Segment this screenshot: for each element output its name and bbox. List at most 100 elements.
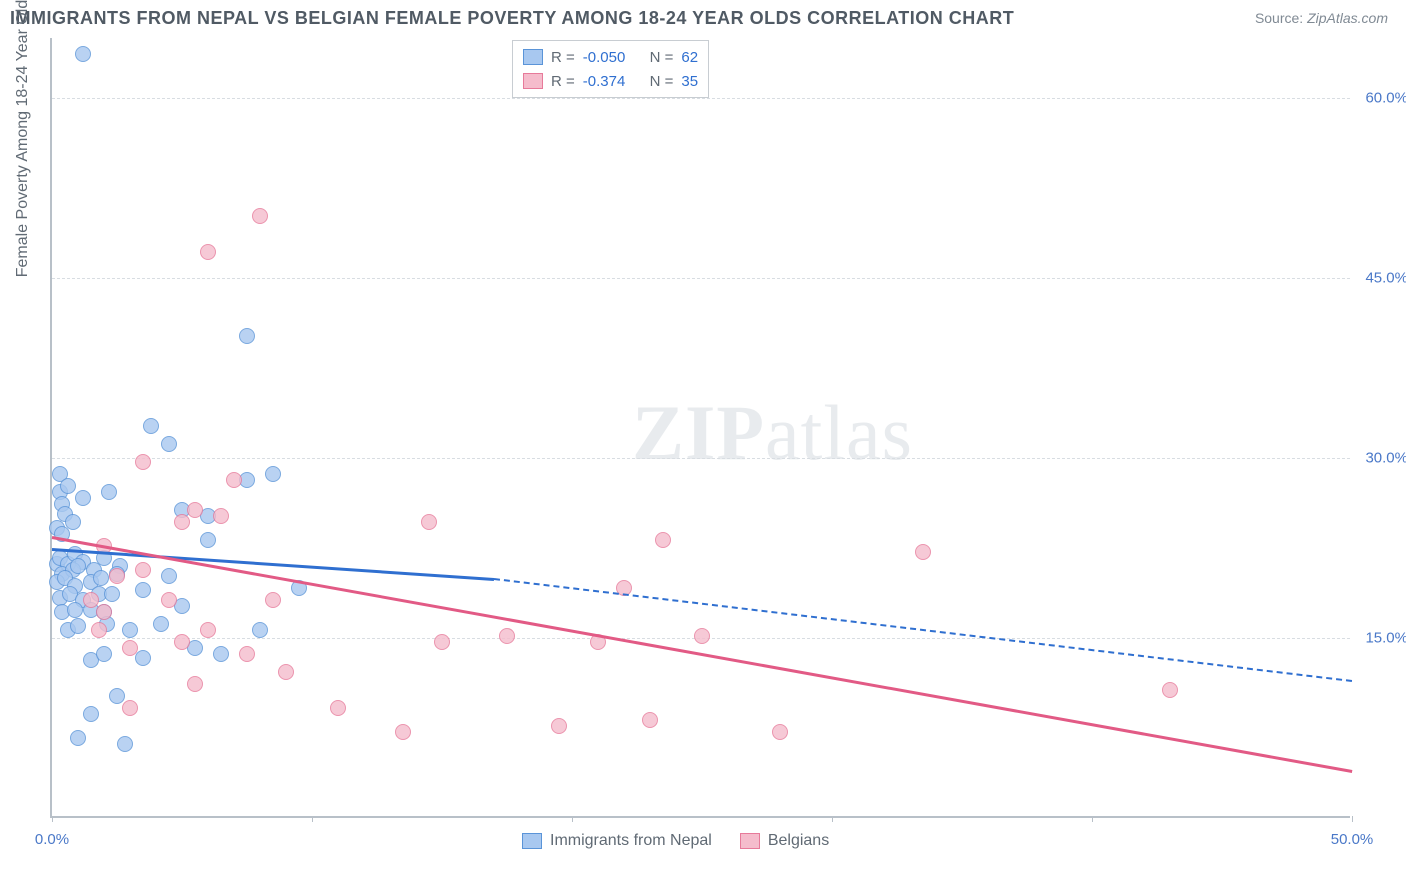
- legend-n-value-1: 35: [681, 73, 698, 90]
- legend-item-1: Belgians: [740, 832, 829, 850]
- data-point: [239, 328, 255, 344]
- data-point: [330, 700, 346, 716]
- data-point: [655, 532, 671, 548]
- legend-bottom-swatch-1: [740, 833, 760, 849]
- data-point: [60, 478, 76, 494]
- x-tick: [52, 816, 53, 822]
- data-point: [70, 618, 86, 634]
- data-point: [642, 712, 658, 728]
- data-point: [101, 484, 117, 500]
- legend-correlation-box: R = -0.050 N = 62 R = -0.374 N = 35: [512, 40, 709, 98]
- data-point: [135, 454, 151, 470]
- legend-swatch-0: [523, 49, 543, 65]
- data-point: [70, 730, 86, 746]
- data-point: [200, 532, 216, 548]
- x-tick: [312, 816, 313, 822]
- data-point: [1162, 682, 1178, 698]
- data-point: [226, 472, 242, 488]
- source-label: Source:: [1255, 10, 1303, 26]
- y-tick-label: 45.0%: [1365, 270, 1406, 287]
- data-point: [213, 508, 229, 524]
- legend-r-label-0: R =: [551, 49, 575, 66]
- data-point: [239, 646, 255, 662]
- data-point: [915, 544, 931, 560]
- data-point: [772, 724, 788, 740]
- data-point: [96, 604, 112, 620]
- legend-n-label-1: N =: [650, 73, 674, 90]
- data-point: [65, 514, 81, 530]
- x-tick: [1092, 816, 1093, 822]
- data-point: [96, 646, 112, 662]
- data-point: [161, 568, 177, 584]
- gridline-h: [52, 278, 1350, 279]
- data-point: [67, 602, 83, 618]
- gridline-h: [52, 98, 1350, 99]
- trendline-dashed: [494, 578, 1352, 682]
- legend-r-value-1: -0.374: [583, 73, 626, 90]
- y-axis-title: Female Poverty Among 18-24 Year Olds: [14, 0, 32, 277]
- data-point: [75, 46, 91, 62]
- x-tick-label: 50.0%: [1331, 831, 1374, 848]
- data-point: [213, 646, 229, 662]
- data-point: [143, 418, 159, 434]
- legend-bottom-label-0: Immigrants from Nepal: [550, 832, 712, 850]
- watermark-text: ZIPatlas: [632, 388, 913, 478]
- legend-row-series-0: R = -0.050 N = 62: [523, 45, 698, 69]
- data-point: [122, 700, 138, 716]
- watermark-bold: ZIP: [632, 389, 765, 476]
- source-value: ZipAtlas.com: [1307, 10, 1388, 26]
- data-point: [434, 634, 450, 650]
- data-point: [70, 558, 86, 574]
- legend-bottom-label-1: Belgians: [768, 832, 829, 850]
- watermark-rest: atlas: [765, 389, 913, 476]
- data-point: [135, 582, 151, 598]
- data-point: [174, 634, 190, 650]
- data-point: [83, 592, 99, 608]
- data-point: [421, 514, 437, 530]
- legend-r-value-0: -0.050: [583, 49, 626, 66]
- legend-row-series-1: R = -0.374 N = 35: [523, 69, 698, 93]
- scatter-plot-area: ZIPatlas R = -0.050 N = 62 R = -0.374 N …: [50, 38, 1350, 818]
- data-point: [109, 568, 125, 584]
- data-point: [122, 640, 138, 656]
- data-point: [135, 562, 151, 578]
- legend-n-label-0: N =: [650, 49, 674, 66]
- data-point: [122, 622, 138, 638]
- data-point: [161, 436, 177, 452]
- x-tick: [1352, 816, 1353, 822]
- legend-series-names: Immigrants from Nepal Belgians: [522, 832, 829, 850]
- legend-r-label-1: R =: [551, 73, 575, 90]
- data-point: [91, 622, 107, 638]
- data-point: [109, 688, 125, 704]
- data-point: [551, 718, 567, 734]
- x-tick: [572, 816, 573, 822]
- data-point: [200, 244, 216, 260]
- data-point: [161, 592, 177, 608]
- data-point: [499, 628, 515, 644]
- chart-title: IMMIGRANTS FROM NEPAL VS BELGIAN FEMALE …: [10, 8, 1014, 29]
- data-point: [117, 736, 133, 752]
- data-point: [265, 592, 281, 608]
- data-point: [265, 466, 281, 482]
- data-point: [93, 570, 109, 586]
- source-attribution: Source: ZipAtlas.com: [1255, 10, 1388, 26]
- y-tick-label: 15.0%: [1365, 630, 1406, 647]
- data-point: [252, 622, 268, 638]
- legend-swatch-1: [523, 73, 543, 89]
- gridline-h: [52, 458, 1350, 459]
- data-point: [252, 208, 268, 224]
- x-tick-label: 0.0%: [35, 831, 69, 848]
- data-point: [187, 502, 203, 518]
- data-point: [200, 622, 216, 638]
- legend-item-0: Immigrants from Nepal: [522, 832, 712, 850]
- data-point: [104, 586, 120, 602]
- data-point: [395, 724, 411, 740]
- data-point: [694, 628, 710, 644]
- data-point: [278, 664, 294, 680]
- y-tick-label: 60.0%: [1365, 90, 1406, 107]
- y-tick-label: 30.0%: [1365, 450, 1406, 467]
- x-tick: [832, 816, 833, 822]
- data-point: [174, 514, 190, 530]
- legend-bottom-swatch-0: [522, 833, 542, 849]
- data-point: [153, 616, 169, 632]
